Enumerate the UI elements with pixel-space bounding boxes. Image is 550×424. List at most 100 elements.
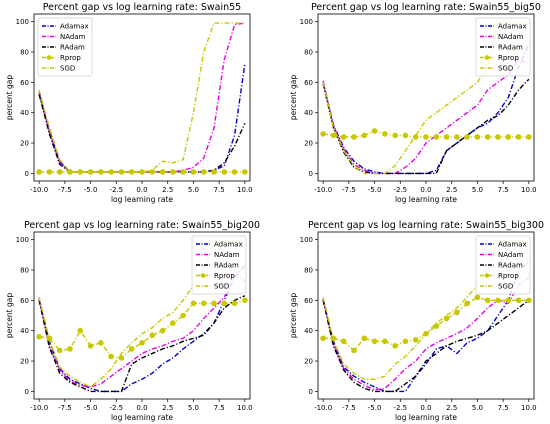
- x-axis-label: log learning rate: [111, 413, 173, 422]
- data-point-rprop: [371, 338, 378, 345]
- x-tick-label: -7.5: [342, 186, 356, 194]
- data-point-rprop: [180, 312, 186, 319]
- data-point-rprop: [128, 346, 135, 352]
- plot-area: [320, 22, 532, 175]
- y-tick-label: 40: [304, 109, 313, 117]
- legend-box: [475, 235, 531, 295]
- y-tick-label: 100: [300, 18, 313, 26]
- legend: Adamax NAdam RAdam Rprop SGD: [475, 17, 531, 77]
- data-point-rprop: [515, 134, 522, 140]
- legend: Adamax NAdam RAdam Rprop SGD: [475, 235, 531, 295]
- x-tick-label: 10.0: [521, 404, 537, 412]
- y-tick-label: 0: [25, 170, 29, 178]
- data-point-rprop: [526, 134, 532, 140]
- x-tick-label: 7.5: [498, 186, 509, 194]
- legend-box: [37, 17, 93, 77]
- data-point-rprop: [340, 338, 347, 345]
- data-point-rprop: [423, 134, 429, 140]
- data-point-rprop: [402, 132, 409, 139]
- data-point-rprop: [402, 338, 409, 345]
- data-point-rprop: [443, 134, 450, 140]
- data-point-rprop: [412, 336, 419, 343]
- data-point-rprop: [433, 323, 440, 329]
- data-point-rprop: [340, 134, 347, 140]
- data-point-rprop: [231, 300, 238, 307]
- y-tick-label: 60: [304, 297, 313, 305]
- x-tick-label: -10.0: [314, 404, 332, 412]
- series-line-nadam: [38, 268, 246, 388]
- x-tick-label: -5.0: [84, 404, 98, 412]
- legend-marker: [484, 55, 490, 60]
- x-tick-label: 10.0: [237, 186, 253, 194]
- legend-label: Rprop: [498, 54, 519, 62]
- data-point-rprop: [361, 132, 368, 139]
- series-line-adamax: [38, 264, 246, 393]
- data-point-rprop: [36, 169, 42, 175]
- x-tick-label: 7.5: [498, 404, 509, 412]
- x-tick-label: -5.0: [368, 186, 382, 194]
- data-point-rprop: [98, 340, 104, 346]
- y-tick-label: 40: [20, 327, 29, 335]
- x-tick-label: -2.5: [393, 186, 407, 194]
- data-point-rprop: [149, 332, 156, 339]
- y-tick-label: 60: [304, 79, 313, 87]
- x-tick-label: 0.0: [420, 404, 431, 412]
- legend-label: NAdam: [214, 251, 240, 259]
- series-line-sgd: [38, 240, 245, 388]
- data-point-rprop: [242, 169, 248, 175]
- x-tick-label: -2.5: [393, 404, 407, 412]
- data-point-rprop: [484, 297, 491, 304]
- x-tick-label: -10.0: [314, 186, 332, 194]
- legend-label: RAdam: [498, 44, 523, 52]
- x-tick-label: -10.0: [30, 404, 48, 412]
- x-tick-label: 2.5: [162, 186, 173, 194]
- data-point-rprop: [351, 347, 357, 354]
- plot-area: [36, 22, 248, 175]
- legend-label: SGD: [214, 283, 229, 291]
- legend-label: NAdam: [498, 251, 524, 259]
- data-point-rprop: [67, 346, 73, 352]
- data-point-rprop: [464, 134, 470, 140]
- data-point-rprop: [200, 169, 207, 175]
- data-point-rprop: [484, 134, 491, 140]
- data-point-rprop: [118, 355, 125, 361]
- data-point-rprop: [495, 297, 501, 304]
- data-point-rprop: [149, 169, 156, 175]
- data-point-rprop: [180, 169, 186, 175]
- x-tick-label: 5.0: [472, 186, 483, 194]
- legend-marker: [484, 273, 490, 278]
- y-tick-label: 20: [20, 358, 29, 366]
- x-tick-label: -5.0: [84, 186, 98, 194]
- chart-panel-2: Percent gap vs log learning rate: Swain5…: [289, 2, 541, 204]
- data-point-rprop: [526, 297, 532, 304]
- legend-label: Rprop: [498, 272, 519, 280]
- x-tick-label: 5.0: [472, 404, 483, 412]
- x-tick-label: 0.0: [420, 186, 431, 194]
- y-tick-label: 80: [20, 48, 29, 56]
- data-point-rprop: [170, 320, 176, 326]
- data-point-rprop: [392, 132, 398, 139]
- x-tick-label: 10.0: [521, 186, 537, 194]
- legend: Adamax NAdam RAdam Rprop SGD: [37, 17, 93, 77]
- series-line-radam: [322, 78, 530, 175]
- y-tick-label: 100: [16, 236, 29, 244]
- data-point-rprop: [190, 300, 197, 307]
- y-tick-label: 80: [20, 266, 29, 274]
- plot-area: [36, 240, 248, 393]
- y-tick-label: 20: [304, 358, 313, 366]
- y-tick-label: 100: [300, 236, 313, 244]
- data-point-rprop: [515, 297, 522, 304]
- legend-label: RAdam: [214, 262, 239, 270]
- series-line-radam: [38, 295, 246, 393]
- y-tick-label: 60: [20, 79, 29, 87]
- data-point-rprop: [474, 294, 481, 301]
- x-tick-label: 10.0: [237, 404, 253, 412]
- x-tick-label: 0.0: [136, 186, 147, 194]
- y-axis-label: percent gap: [289, 293, 298, 338]
- data-point-rprop: [87, 343, 94, 349]
- y-tick-label: 40: [20, 109, 29, 117]
- data-point-rprop: [170, 169, 176, 175]
- data-point-rprop: [36, 333, 42, 340]
- chart-title: Percent gap vs log learning rate: Swain5…: [311, 2, 541, 13]
